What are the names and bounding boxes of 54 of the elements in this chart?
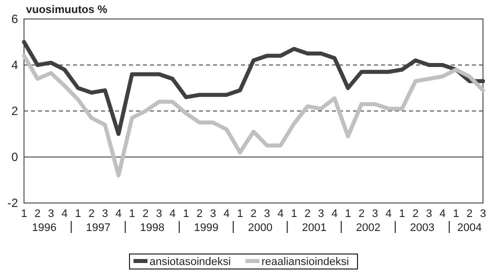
x-tick-label: 4 bbox=[277, 208, 284, 220]
line-series bbox=[22, 40, 485, 136]
x-tick-label: 4 bbox=[169, 208, 176, 220]
x-tick-label: 1 bbox=[290, 208, 298, 220]
x-tick-label: 3 bbox=[102, 208, 108, 220]
y-tick-label: -2 bbox=[7, 196, 18, 210]
x-tick-label: 2 bbox=[250, 208, 257, 220]
x-tick-label: 2 bbox=[34, 208, 41, 220]
text: 2004 bbox=[457, 222, 482, 234]
x-tick-label: 1 bbox=[344, 208, 352, 220]
x-tick-label: 3 bbox=[426, 208, 432, 220]
y-tick-label: 0 bbox=[11, 150, 18, 164]
x-tick-label: 1 bbox=[74, 208, 82, 220]
x-tick-label: 4 bbox=[439, 208, 446, 220]
y-axis-title: vuosimuutos % bbox=[26, 4, 108, 16]
x-tick-label: 2 bbox=[358, 208, 365, 220]
x-tick-label: 3 bbox=[264, 208, 270, 220]
text: 2002 bbox=[356, 222, 380, 234]
text: 1998 bbox=[140, 222, 164, 234]
x-tick-label: 3 bbox=[480, 208, 486, 220]
y-tick-label: 2 bbox=[11, 104, 18, 118]
y-tick-label: 4 bbox=[11, 58, 18, 72]
legend-label: reaaliansioindeksi bbox=[262, 256, 349, 268]
y-tick-label: 6 bbox=[11, 12, 18, 26]
x-tick-label: 4 bbox=[61, 208, 68, 220]
text: 2001 bbox=[302, 222, 326, 234]
legend-label: ansiotasoindeksi bbox=[150, 256, 231, 268]
text: 2003 bbox=[410, 222, 434, 234]
x-tick-label: 3 bbox=[156, 208, 162, 220]
x-tick-label: 1 bbox=[398, 208, 406, 220]
x-tick-label: 2 bbox=[142, 208, 149, 220]
x-tick-label: 3 bbox=[48, 208, 54, 220]
x-tick-label: 3 bbox=[318, 208, 324, 220]
x-tick-label: 2 bbox=[196, 208, 203, 220]
x-tick-label: 4 bbox=[331, 208, 338, 220]
x-tick-label: 1 bbox=[182, 208, 190, 220]
x-tick-label: 2 bbox=[466, 208, 473, 220]
text: 1999 bbox=[194, 222, 218, 234]
x-tick-label: 3 bbox=[210, 208, 216, 220]
text: 1996 bbox=[32, 222, 56, 234]
x-tick-label: 3 bbox=[372, 208, 378, 220]
x-tick-label: 1 bbox=[20, 208, 28, 220]
text: 1997 bbox=[86, 222, 110, 234]
x-tick-label: 4 bbox=[385, 208, 392, 220]
x-tick-label: 2 bbox=[304, 208, 311, 220]
x-tick-label: 4 bbox=[223, 208, 230, 220]
x-tick-label: 4 bbox=[115, 208, 122, 220]
x-tick-label: 1 bbox=[452, 208, 460, 220]
text: 2000 bbox=[248, 222, 272, 234]
line-series bbox=[22, 54, 485, 178]
x-tick-label: 2 bbox=[88, 208, 95, 220]
x-tick-label: 1 bbox=[236, 208, 244, 220]
x-tick-label: 1 bbox=[128, 208, 136, 220]
x-tick-label: 2 bbox=[412, 208, 419, 220]
